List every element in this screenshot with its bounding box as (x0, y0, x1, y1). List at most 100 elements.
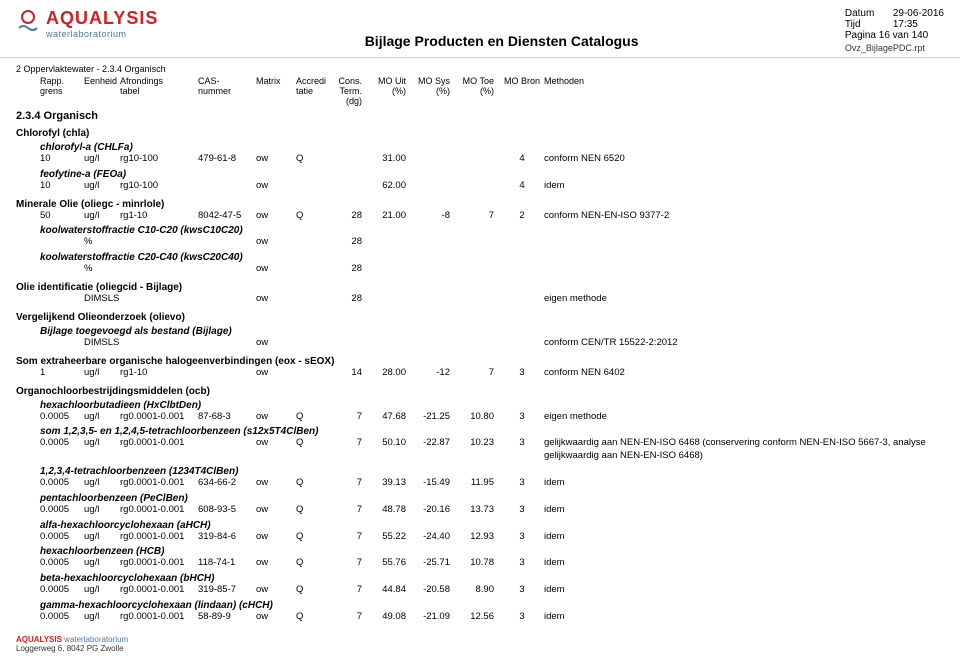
cell: 3 (500, 477, 544, 490)
cell: -21.25 (412, 411, 456, 424)
report-filename: Ovz_BijlagePDC.rpt (845, 43, 944, 53)
cell: idem (544, 180, 944, 193)
col-cas2: nummer (198, 86, 256, 106)
cell: 31.00 (368, 153, 412, 166)
table-row: 10ug/lrg10-100479-61-8owQ31.004conform N… (40, 153, 944, 166)
logo-icon (16, 8, 40, 32)
brand-name: AQUALYSIS (46, 8, 158, 29)
cell: rg10-100 (120, 180, 198, 193)
content-area: 2 Oppervlaktewater - 2.3.4 Organisch Rap… (0, 58, 960, 624)
cell: 10 (40, 153, 84, 166)
cell: 3 (500, 437, 544, 463)
cell: 28.00 (368, 367, 412, 380)
cell: 10.78 (456, 557, 500, 570)
cell: % (84, 263, 120, 276)
cell (368, 293, 412, 306)
cell: 319-84-6 (198, 531, 256, 544)
cell: idem (544, 611, 944, 624)
cell: Q (296, 477, 334, 490)
cell: 55.22 (368, 531, 412, 544)
cell (456, 236, 500, 249)
cell: 1 (40, 367, 84, 380)
cell: 0.0005 (40, 611, 84, 624)
table-row: 10ug/lrg10-100ow62.004idem (40, 180, 944, 193)
brand-tagline: waterlaboratorium (46, 29, 158, 39)
cell: 3 (500, 584, 544, 597)
cell: ow (256, 367, 296, 380)
date-value: 29-06-2016 (893, 8, 944, 19)
cell: 0.0005 (40, 584, 84, 597)
cell (500, 293, 544, 306)
cell: Q (296, 153, 334, 166)
col-accr2: tatie (296, 86, 334, 106)
table-row: 0.0005ug/lrg0.0001-0.001319-85-7owQ744.8… (40, 584, 944, 597)
cell: 50.10 (368, 437, 412, 463)
param-name: pentachloorbenzeen (PeClBen) (40, 493, 944, 504)
cell: 0.0005 (40, 437, 84, 463)
cell: Q (296, 210, 334, 223)
cell: gelijkwaardig aan NEN-EN-ISO 6468 (conse… (544, 437, 944, 463)
col-accredi: Accredi (296, 76, 334, 86)
cell: 3 (500, 411, 544, 424)
cell (412, 293, 456, 306)
cell: 319-85-7 (198, 584, 256, 597)
cell: rg0.0001-0.001 (120, 437, 198, 463)
cell: Q (296, 557, 334, 570)
cell: 3 (500, 611, 544, 624)
cell: ug/l (84, 437, 120, 463)
cell (296, 337, 334, 350)
cell: rg0.0001-0.001 (120, 531, 198, 544)
table-row: DIMSLSowconform CEN/TR 15522-2:2012 (40, 337, 944, 350)
cell: ug/l (84, 153, 120, 166)
cell (120, 263, 198, 276)
cell: ow (256, 437, 296, 463)
param-name: beta-hexachloorcyclohexaan (bHCH) (40, 573, 944, 584)
cell: conform NEN 6520 (544, 153, 944, 166)
group-title: Som extraheerbare organische halogeenver… (16, 356, 944, 367)
page-number: Pagina 16 van 140 (845, 30, 944, 41)
cell: rg0.0001-0.001 (120, 504, 198, 517)
cell: ow (256, 337, 296, 350)
cell (40, 293, 84, 306)
param-name: hexachloorbutadieen (HxClbtDen) (40, 400, 944, 411)
cell: 634-66-2 (198, 477, 256, 490)
cell: rg1-10 (120, 210, 198, 223)
cell (198, 263, 256, 276)
cell (368, 236, 412, 249)
cell: -25.71 (412, 557, 456, 570)
cell: ug/l (84, 210, 120, 223)
cell: 3 (500, 531, 544, 544)
page-header: AQUALYSIS waterlaboratorium Bijlage Prod… (0, 0, 960, 58)
cell (198, 180, 256, 193)
cell (198, 367, 256, 380)
cell: 7 (334, 557, 368, 570)
cell: ow (256, 584, 296, 597)
cell: ug/l (84, 180, 120, 193)
param-name: 1,2,3,4-tetrachloorbenzeen (1234T4ClBen) (40, 466, 944, 477)
cell: ow (256, 504, 296, 517)
cell: conform NEN-EN-ISO 9377-2 (544, 210, 944, 223)
cell (40, 236, 84, 249)
col-mo-bron: MO Bron (500, 76, 544, 86)
cell: 3 (500, 504, 544, 517)
cell: 10.80 (456, 411, 500, 424)
cell: 7 (334, 531, 368, 544)
cell: ow (256, 611, 296, 624)
cell: 48.78 (368, 504, 412, 517)
cell (500, 263, 544, 276)
cell: 7 (334, 477, 368, 490)
cell: idem (544, 504, 944, 517)
table-row: %ow28 (40, 263, 944, 276)
table-row: %ow28 (40, 236, 944, 249)
cell: rg0.0001-0.001 (120, 477, 198, 490)
table-row: 0.0005ug/lrg0.0001-0.001319-84-6owQ755.2… (40, 531, 944, 544)
date-label: Datum (845, 8, 885, 19)
cell: ug/l (84, 504, 120, 517)
cell: 3 (500, 367, 544, 380)
footer-brand: AQUALYSIS (16, 635, 62, 644)
col-rapp2: grens (40, 86, 84, 106)
cell: 55.76 (368, 557, 412, 570)
cell: Q (296, 531, 334, 544)
cell: ug/l (84, 611, 120, 624)
col-eenheid: Eenheid (84, 76, 120, 86)
